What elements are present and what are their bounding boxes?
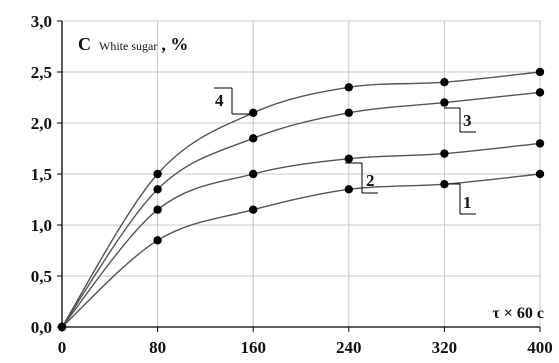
y-tick-label: 1,0 [31, 216, 52, 235]
x-tick-label: 320 [432, 338, 458, 357]
data-point-series-2 [535, 139, 545, 148]
y-tick-label: 0,0 [31, 318, 52, 337]
y-tick-label: 1,5 [31, 165, 52, 184]
data-point-series-3 [249, 134, 258, 143]
x-tick-label: 0 [58, 338, 67, 357]
series-group [57, 67, 545, 332]
data-point-series-4 [535, 67, 545, 77]
y-axis-label-sub: White sugar [99, 39, 157, 53]
y-tick-label: 2,5 [31, 63, 52, 82]
data-point-series-2 [249, 169, 258, 179]
x-axis-unit-annotation: τ × 60 c [492, 305, 544, 322]
data-point-series-1 [535, 169, 545, 179]
x-tick-label: 240 [336, 338, 362, 357]
series-label-2: 2 [366, 171, 375, 190]
data-point-series-2 [440, 149, 449, 158]
x-tick-label: 80 [149, 338, 166, 357]
y-axis-label-unit: , % [161, 34, 188, 54]
series-labels: 1 2 3 4 [214, 87, 476, 215]
y-tick-label: 2,0 [31, 114, 52, 133]
data-point-series-3 [344, 108, 353, 118]
data-point-series-1 [153, 236, 162, 245]
series-label-4: 4 [215, 91, 224, 110]
axes [57, 20, 541, 332]
data-point-series-4 [440, 78, 449, 87]
data-point-series-4 [344, 83, 353, 92]
series-label-3: 3 [463, 111, 472, 130]
data-point-series-3 [153, 185, 162, 194]
data-point-series-1 [249, 205, 258, 214]
data-point-series-4 [57, 322, 67, 332]
data-point-series-3 [440, 98, 449, 107]
data-point-series-4 [153, 169, 162, 179]
tick-labels: 0,0 0,5 1,0 1,5 2,0 2,5 3,0 0 80 160 240 320 400 [31, 12, 553, 357]
y-tick-label: 3,0 [31, 12, 52, 31]
data-point-series-2 [344, 154, 353, 163]
data-point-series-4 [249, 108, 258, 118]
series-label-1: 1 [463, 193, 472, 212]
data-point-series-2 [153, 205, 162, 214]
data-point-series-3 [535, 88, 545, 97]
y-axis-label: C White sugar , % [78, 34, 188, 54]
y-axis-label-main: C [78, 34, 91, 54]
data-point-series-1 [344, 185, 353, 194]
x-tick-label: 160 [240, 338, 266, 357]
y-tick-label: 0,5 [31, 267, 52, 286]
x-tick-label: 400 [527, 338, 553, 357]
